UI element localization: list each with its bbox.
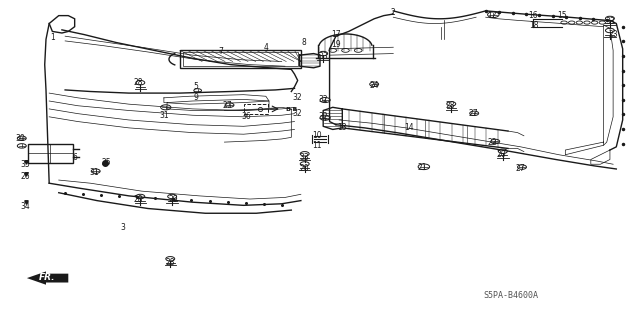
Text: FR.: FR.: [39, 273, 56, 282]
Text: 20: 20: [300, 165, 309, 174]
Text: 28: 28: [134, 78, 143, 86]
Text: 32: 32: [293, 109, 303, 118]
Text: 28: 28: [166, 258, 175, 267]
FancyArrow shape: [27, 271, 68, 285]
Text: 14: 14: [404, 123, 414, 132]
Text: 18: 18: [529, 21, 538, 30]
Text: 33: 33: [299, 153, 309, 162]
Text: 27: 27: [468, 109, 477, 118]
Bar: [180, 50, 301, 68]
Bar: [244, 104, 268, 114]
Bar: [183, 52, 298, 66]
Text: 28: 28: [134, 195, 143, 204]
Text: 16: 16: [529, 11, 538, 20]
Text: 27: 27: [516, 165, 525, 174]
Text: 2: 2: [391, 8, 396, 17]
Text: 10: 10: [312, 131, 322, 140]
Text: 22: 22: [487, 137, 497, 147]
Bar: [28, 144, 73, 163]
Text: 32: 32: [293, 93, 303, 102]
Text: 29: 29: [168, 195, 179, 204]
Text: 11: 11: [312, 141, 321, 150]
Text: 6: 6: [72, 153, 77, 162]
Text: 20: 20: [497, 150, 506, 159]
Text: 36: 36: [242, 112, 252, 121]
Text: 17: 17: [331, 30, 340, 39]
Text: 12: 12: [487, 11, 497, 20]
Text: 13: 13: [337, 123, 347, 132]
Text: 31: 31: [159, 111, 169, 120]
Text: 19: 19: [331, 40, 340, 48]
Text: 26: 26: [20, 172, 31, 182]
Text: 33: 33: [318, 52, 328, 61]
Text: 28: 28: [446, 101, 456, 110]
Text: S5PA-B4600A: S5PA-B4600A: [484, 291, 539, 300]
Text: 15: 15: [557, 11, 567, 20]
Text: 33: 33: [605, 18, 615, 26]
Text: 31: 31: [89, 168, 99, 177]
Text: 5: 5: [193, 82, 198, 91]
Text: 35: 35: [20, 160, 31, 169]
Text: B-B: B-B: [285, 107, 298, 112]
Text: 21: 21: [417, 163, 427, 172]
Text: 32: 32: [318, 112, 328, 121]
Text: 3: 3: [120, 223, 125, 232]
Text: 23: 23: [608, 30, 618, 39]
Text: 30: 30: [15, 134, 26, 144]
Text: 4: 4: [264, 43, 268, 52]
Text: 9: 9: [193, 93, 198, 102]
Text: 1: 1: [50, 33, 55, 42]
Text: 25: 25: [102, 158, 111, 167]
Text: 8: 8: [301, 38, 307, 47]
Text: 27: 27: [223, 101, 232, 110]
Text: 24: 24: [369, 81, 379, 90]
Text: 7: 7: [219, 48, 223, 56]
Text: 34: 34: [20, 203, 31, 211]
Text: 32: 32: [318, 95, 328, 104]
